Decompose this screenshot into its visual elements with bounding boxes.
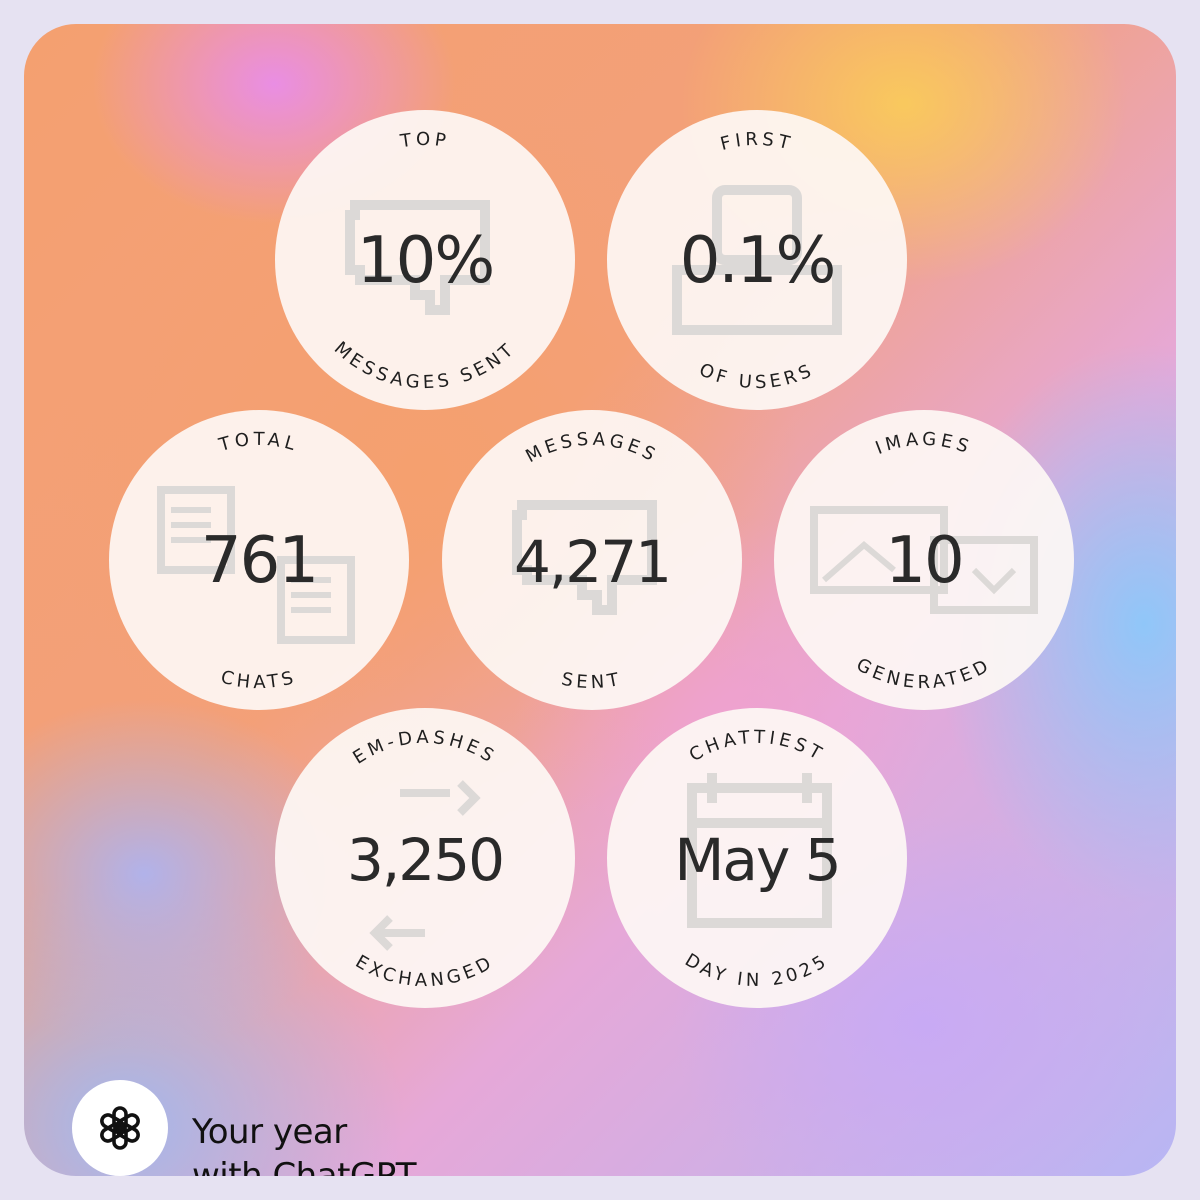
brand-title: Your year with ChatGPT [192,1110,417,1176]
user-icon [672,185,842,335]
stat-circle-first: FIRST OF USERS 0.1% [607,110,907,410]
stat-value: 0.1% [680,224,835,298]
calendar-icon [687,773,832,928]
circle-background [109,410,409,710]
circle-background [774,410,1074,710]
recap-card: Your year with ChatGPT TOP MESSAGES SENT… [24,24,1176,1176]
arrows-icon [369,780,481,951]
stat-top-label: TOP [398,129,451,152]
stat-circle-top: TOP MESSAGES SENT 10% [275,110,575,410]
stat-value: 10% [357,224,493,298]
stat-circle-messages: MESSAGES SENT 4,271 [442,410,742,710]
circle-background [442,410,742,710]
circle-background [275,110,575,410]
brand-line-1: Your year [192,1112,347,1152]
stat-value: May 5 [674,826,839,894]
stat-bottom-label: SENT [560,669,625,694]
stat-circle-images: IMAGES GENERATED 10 [774,410,1074,710]
stat-value: 761 [201,524,317,598]
chat-bubble-icon [345,200,490,315]
stat-value: 3,250 [347,826,503,894]
stat-circle-total: TOTAL CHATS 761 [109,410,409,710]
stat-value: 4,271 [514,528,670,596]
stat-value: 10 [885,524,962,598]
stat-circle-chattiest: CHATTIEST DAY IN 2025 May 5 [607,708,907,1008]
brand-line-2: with ChatGPT [192,1156,417,1176]
documents-icon [157,486,355,644]
chat-bubble-icon [512,500,657,615]
circle-background [275,708,575,1008]
stat-circle-em-dashes: EM-DASHES EXCHANGED 3,250 [275,708,575,1008]
openai-logo-icon [72,1080,168,1176]
image-icon [810,506,1038,614]
